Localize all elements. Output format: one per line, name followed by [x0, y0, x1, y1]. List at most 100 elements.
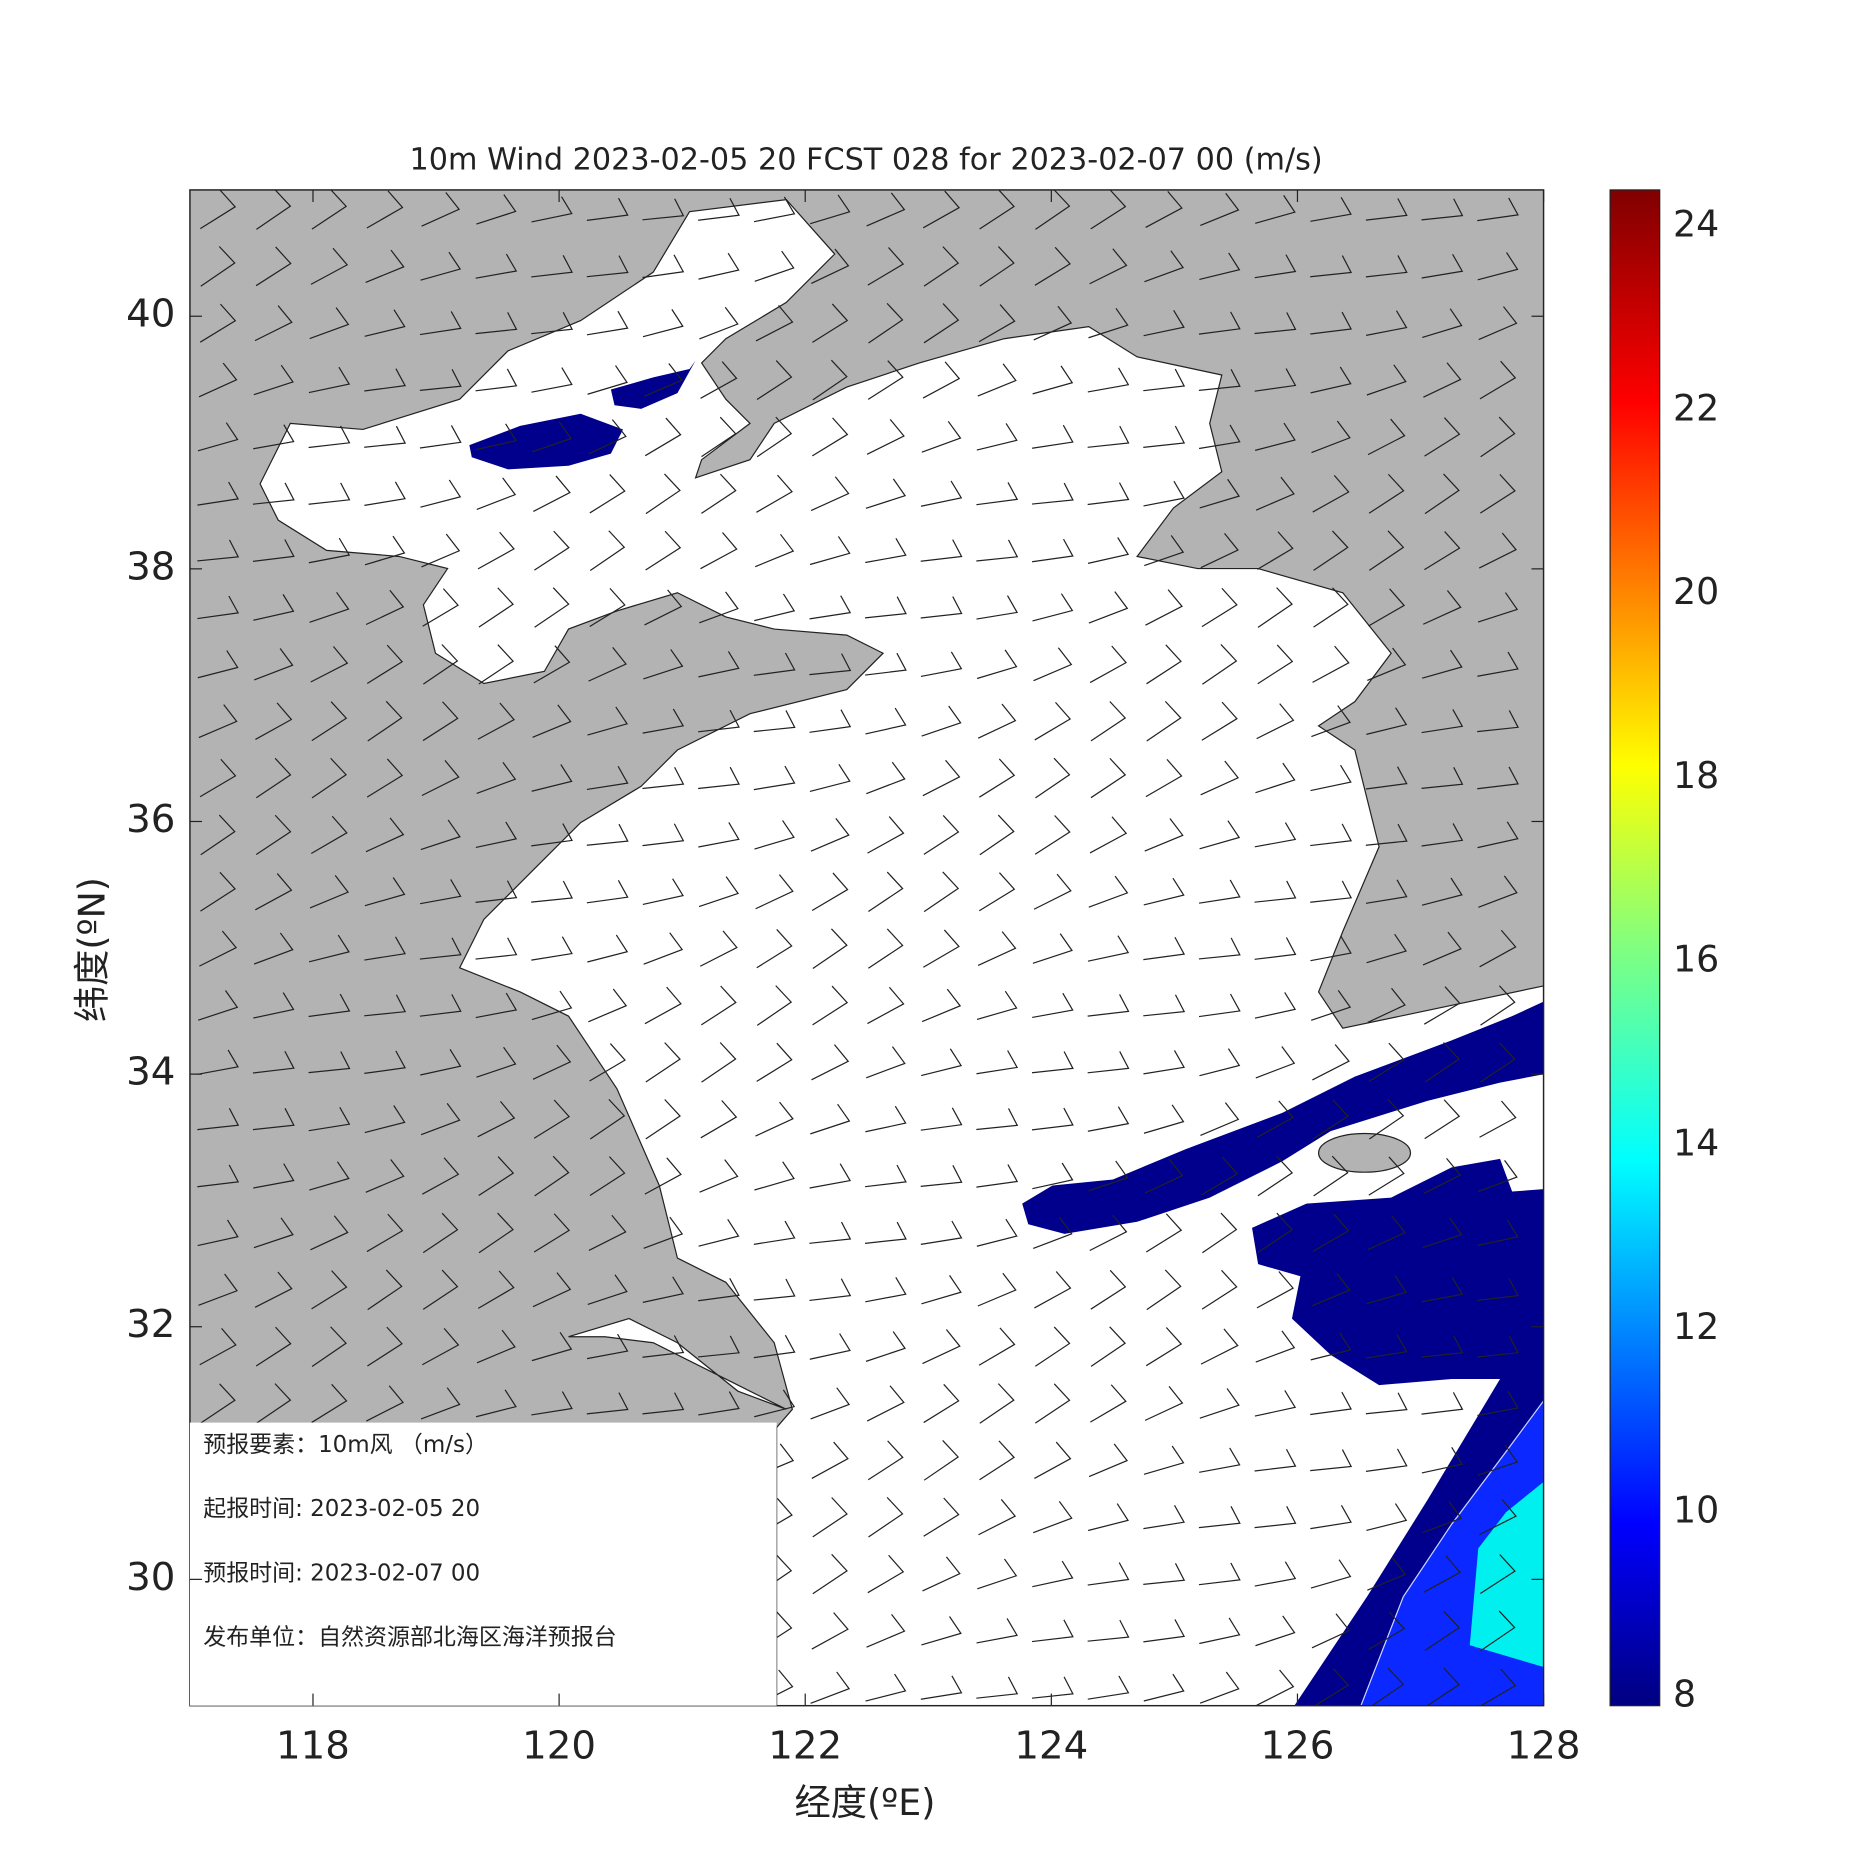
- wind-barb: [1368, 530, 1405, 571]
- colorbar-tick-label: 16: [1673, 938, 1719, 981]
- wind-barb: [979, 246, 1015, 287]
- wind-barb: [1421, 1392, 1464, 1415]
- y-axis-label: 纬度(ºN): [70, 877, 113, 1022]
- wind-barb: [977, 931, 1017, 966]
- wind-barb: [867, 816, 905, 854]
- wind-barb: [476, 1046, 517, 1078]
- wind-barb: [422, 701, 459, 742]
- wind-barb: [419, 425, 462, 449]
- wind-barb: [865, 478, 907, 509]
- wind-barb: [1421, 1447, 1464, 1474]
- wind-barb: [642, 766, 685, 790]
- x-tick-label: 118: [276, 1724, 350, 1769]
- wind-barb: [753, 765, 796, 791]
- wind-barb: [1479, 1100, 1517, 1138]
- wind-barb: [365, 249, 405, 283]
- wind-barb: [1255, 1046, 1296, 1079]
- wind-barb: [1477, 1444, 1519, 1476]
- wind-barb: [422, 1269, 459, 1310]
- wind-barb: [1087, 482, 1130, 506]
- wind-barb: [475, 368, 518, 392]
- wind-barb: [198, 362, 238, 398]
- wind-barb: [476, 477, 517, 510]
- wind-barb: [1477, 710, 1520, 733]
- wind-barb: [197, 539, 240, 562]
- wind-barb: [478, 1212, 514, 1254]
- wind-barb: [420, 479, 462, 508]
- wind-barb: [920, 1675, 963, 1700]
- wind-barb: [588, 419, 627, 455]
- wind-speed-patch: [469, 413, 623, 470]
- wind-barb: [1034, 815, 1071, 855]
- wind-barb: [923, 1440, 960, 1481]
- wind-barb: [1478, 875, 1518, 908]
- x-tick-label: 120: [522, 1724, 596, 1769]
- wind-barb: [1313, 1155, 1349, 1197]
- wind-barb: [1479, 1668, 1517, 1706]
- y-tick-label: 32: [126, 1302, 175, 1347]
- wind-barb: [812, 928, 848, 969]
- wind-barb: [976, 1218, 1018, 1247]
- wind-barb: [1200, 192, 1240, 227]
- wind-barb: [308, 1106, 351, 1132]
- wind-barb: [421, 760, 460, 797]
- wind-barb: [754, 1389, 796, 1418]
- wind-barb: [1200, 1328, 1239, 1365]
- wind-barb: [1143, 877, 1185, 906]
- wind-barb: [531, 1391, 573, 1416]
- wind-barb: [923, 1497, 960, 1537]
- wind-barb: [586, 765, 629, 791]
- wind-barb: [866, 192, 906, 227]
- wind-barb: [868, 871, 904, 912]
- wind-barb: [1146, 700, 1182, 742]
- wind-barb: [1143, 1050, 1185, 1075]
- wind-barb: [701, 416, 737, 458]
- wind-barb: [921, 1275, 962, 1305]
- wind-barb: [587, 706, 629, 736]
- wind-barb: [253, 992, 295, 1019]
- wind-barb: [311, 189, 348, 230]
- wind-barb: [979, 758, 1016, 798]
- wind-barb: [920, 1165, 963, 1187]
- info-line: 起报时间: 2023-02-05 20: [203, 1496, 480, 1522]
- wind-barb: [1479, 360, 1517, 400]
- wind-barb: [1423, 362, 1462, 398]
- wind-barb: [366, 644, 404, 684]
- wind-barb: [1143, 1505, 1185, 1530]
- wind-barb: [1310, 1559, 1352, 1589]
- wind-barb: [809, 1333, 851, 1360]
- wind-barb: [1089, 1214, 1128, 1252]
- wind-barb: [1310, 255, 1353, 278]
- wind-barb: [475, 880, 518, 904]
- wind-barb: [1310, 1505, 1352, 1530]
- x-tick-label: 122: [768, 1724, 842, 1769]
- wind-barb: [533, 645, 571, 684]
- wind-barb: [1143, 310, 1185, 337]
- wind-barb: [1254, 422, 1296, 451]
- wind-barb: [921, 1616, 962, 1646]
- wind-barb: [866, 418, 905, 455]
- wind-barb: [642, 1335, 685, 1358]
- wind-barb: [197, 481, 240, 506]
- wind-barb: [699, 306, 739, 340]
- wind-barb: [642, 878, 684, 906]
- wind-barb: [197, 1219, 239, 1247]
- wind-barb: [811, 417, 849, 457]
- wind-barb: [1087, 537, 1130, 564]
- wind-barb: [1032, 992, 1074, 1019]
- wind-barb: [1146, 1269, 1182, 1311]
- wind-barb: [1423, 1555, 1461, 1593]
- wind-barb: [920, 1107, 963, 1131]
- wind-barb: [977, 703, 1017, 739]
- wind-barb: [421, 533, 461, 568]
- wind-barb: [809, 763, 851, 793]
- wind-barb: [311, 701, 348, 742]
- wind-barb: [920, 539, 963, 562]
- wind-barb: [1087, 1675, 1130, 1700]
- wind-barb: [1478, 1499, 1517, 1536]
- sea: [259, 198, 1544, 1706]
- wind-barb: [422, 1212, 459, 1254]
- wind-barb: [1088, 307, 1129, 339]
- wind-barb: [475, 1389, 517, 1418]
- wind-barb: [976, 1050, 1019, 1075]
